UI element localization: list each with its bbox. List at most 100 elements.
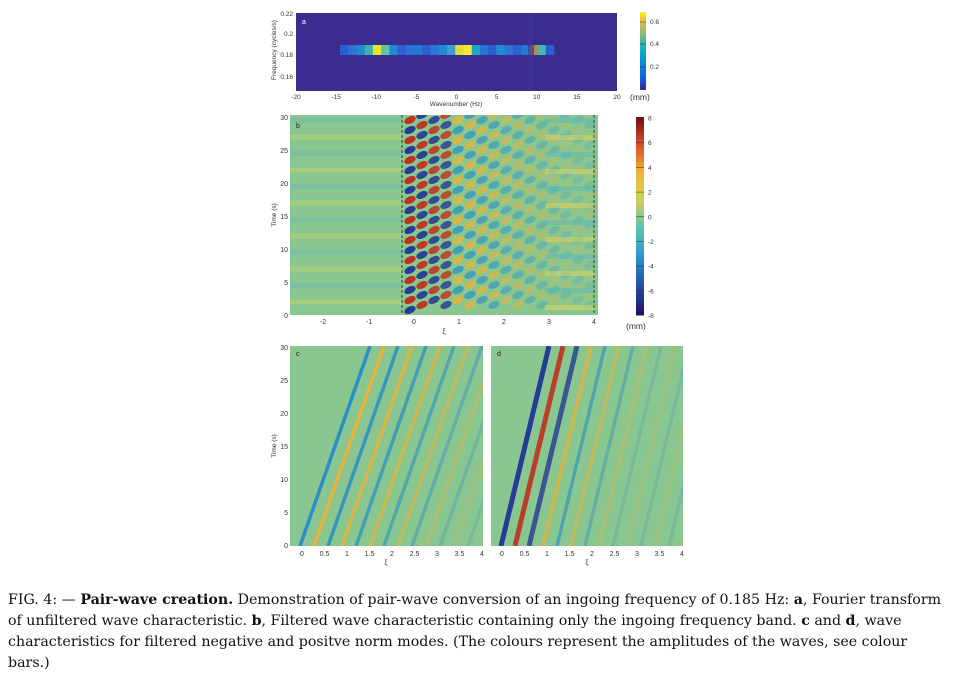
panel-a-spectrum-cell	[438, 45, 448, 55]
panel-b-wave-blob	[428, 175, 440, 185]
panel-b-wave-blob	[428, 295, 440, 305]
panel-b-wave-blob	[488, 115, 500, 120]
panel-b-wave-blob	[572, 165, 584, 175]
panel-b-wave-blob	[536, 260, 548, 270]
panel-b-wave-blob	[584, 230, 596, 240]
panel-b-wave-blob	[512, 280, 524, 290]
panel-b-wave-blob	[452, 155, 464, 165]
panel-b-wave-blob	[476, 285, 488, 295]
panel-b-wave-blob	[524, 165, 536, 175]
panel-b-wave-blob	[512, 170, 524, 180]
panel-b-wave-blob	[464, 130, 476, 140]
panel-b-wave-blob	[452, 265, 464, 275]
panel-b-wave-blob	[440, 270, 452, 280]
panel-b-ylabel: Time (s)	[271, 203, 278, 227]
panel-b-wave-blob	[572, 285, 584, 295]
panel-b-colorbar-unit: (mm)	[626, 321, 646, 331]
panel-a-colorbar-tick-label: 0.2	[650, 64, 659, 71]
panel-b-wave-blob	[572, 195, 584, 205]
panel-b-wave-blob	[476, 165, 488, 175]
panel-b-wave-blob	[536, 160, 548, 170]
panel-b-y-tick-label: 15	[280, 214, 288, 221]
panel-b-wave-blob	[440, 250, 452, 260]
panel-b-wave-blob	[464, 230, 476, 240]
panel-b-wave-blob	[500, 185, 512, 195]
panel-b-wave-blob	[476, 215, 488, 225]
panel-b-wave-blob	[500, 225, 512, 235]
panel-b-wave-blob	[440, 260, 452, 270]
panel-b-wave-blob	[488, 260, 500, 270]
panel-b-wave-blob	[404, 195, 416, 205]
panel-b-wave-blob	[524, 135, 536, 145]
caption-title: Pair-wave creation.	[80, 592, 234, 608]
panel-b-wave-blob	[560, 115, 572, 120]
panel-b-colorbar-tick-label: -8	[648, 313, 654, 320]
panel-b-right-band	[545, 254, 595, 259]
panel-b-wave-blob	[512, 180, 524, 190]
panel-b-wave-blob	[512, 220, 524, 230]
panel-a-spectrum-cell	[512, 45, 522, 55]
panel-b-wave-blob	[440, 220, 452, 230]
panel-b-wave-blob	[404, 135, 416, 145]
panel-a-spectrum-cell	[504, 45, 514, 55]
panel-c-y-tick-label: 15	[280, 444, 288, 451]
panel-d-stripe	[681, 538, 683, 546]
panel-c-x-tick-label: 1.5	[365, 551, 375, 558]
panel-c: c 30 25 20 15 10 5 0 0 0.5 1 1.5 2 2.5 3 3.5 4 ξ Time …	[271, 345, 484, 567]
panel-b-wave-blob	[584, 150, 596, 160]
panel-b-wave-blob	[584, 140, 596, 150]
panel-c-stripe	[354, 346, 428, 546]
panel-b-wave-blob	[524, 265, 536, 275]
panel-b-wave-blob	[452, 205, 464, 215]
panel-b-wave-blob	[440, 190, 452, 200]
panel-b-wave-blob	[500, 195, 512, 205]
panel-a-spectrum-cell	[422, 45, 431, 55]
panel-b-wave-blob	[476, 235, 488, 245]
panel-b-wave-blob	[488, 290, 500, 300]
panel-b-wave-blob	[500, 205, 512, 215]
panel-b-wave-blob	[560, 140, 572, 150]
panel-b-wave-blob	[548, 225, 560, 235]
panel-b-wave-blob	[416, 280, 428, 290]
panel-d-stripe	[597, 346, 649, 546]
panel-d-stripe	[555, 346, 607, 546]
panel-b-wave-blob	[488, 250, 500, 260]
panel-a-x-tick-label: 15	[573, 94, 581, 101]
panel-b-wave-blob	[428, 195, 440, 205]
panel-b-wave-blob	[548, 135, 560, 145]
panel-b-wave-blob	[560, 160, 572, 170]
panel-b-wave-blob	[452, 295, 464, 305]
panel-b-colorbar	[636, 117, 644, 315]
panel-b-wave-blob	[524, 115, 536, 125]
panel-b-wave-blob	[440, 280, 452, 290]
panel-d-stripe	[611, 346, 663, 546]
panel-b-wave-blob	[524, 175, 536, 185]
panel-c-ylabel: Time (s)	[271, 434, 278, 458]
panel-b-wave-blob	[464, 250, 476, 260]
panel-b-wave-blob	[548, 125, 560, 135]
panel-b-wave-blob	[464, 170, 476, 180]
panel-b-wave-blob	[500, 265, 512, 275]
panel-c-y-tick-label: 25	[280, 378, 288, 385]
panel-b-wave-blob	[428, 135, 440, 145]
panel-b-wave-blob	[536, 210, 548, 220]
panel-b-wave-blob	[512, 140, 524, 150]
panel-b-wave-blob	[512, 230, 524, 240]
panel-b-wave-blob	[584, 200, 596, 210]
panel-b-wave-blob	[440, 240, 452, 250]
panel-b-wave-blob	[416, 210, 428, 220]
panel-b-wave-blob	[572, 225, 584, 235]
panel-b-wave-blob	[488, 270, 500, 280]
panel-c-stripe	[368, 346, 442, 546]
panel-b-wave-blob	[416, 240, 428, 250]
panel-b-wave-blob	[416, 260, 428, 270]
panel-b-wave-blob	[524, 285, 536, 295]
panel-b-wave-blob	[500, 145, 512, 155]
panel-a-spectrum-cell	[405, 45, 415, 55]
panel-b-band	[290, 118, 402, 123]
panel-a-spectrum-cell	[463, 45, 472, 55]
panel-b-wave-blob	[536, 230, 548, 240]
panel-b-wave-blob	[548, 195, 560, 205]
panel-d-stripe	[653, 421, 683, 546]
panel-b-wave-blob	[548, 205, 560, 215]
